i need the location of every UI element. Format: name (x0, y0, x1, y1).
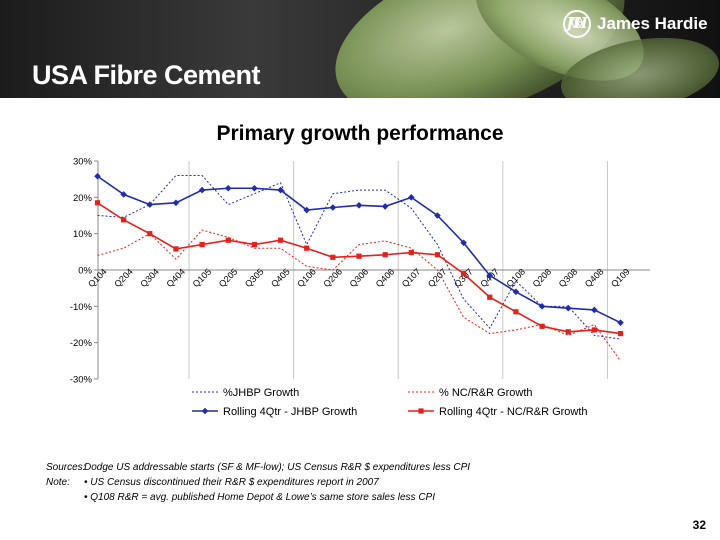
logo-mark-icon: JH ® (563, 10, 591, 38)
square-marker (513, 309, 519, 315)
note-line-2: • Q108 R&R = avg. published Home Depot &… (46, 490, 470, 505)
note-line-1: Note: • US Census discontinued their R&R … (46, 475, 470, 490)
diamond-marker (355, 202, 363, 209)
square-marker (304, 245, 310, 251)
note-text-1: • US Census discontinued their R&R $ exp… (84, 477, 379, 488)
diamond-marker (617, 319, 624, 326)
square-marker (565, 329, 571, 335)
y-tick-label: -10% (70, 302, 93, 313)
diamond-marker (277, 186, 284, 194)
y-tick-label: 30% (73, 157, 93, 168)
square-marker (487, 294, 493, 300)
diamond-marker (434, 212, 441, 219)
y-tick-label: -30% (70, 375, 93, 386)
diamond-marker (146, 201, 154, 208)
series-line (97, 202, 621, 335)
header-banner: USA Fibre Cement JH ® James Hardie (0, 0, 720, 98)
logo-text: James Hardie (597, 14, 708, 33)
square-marker (356, 253, 362, 259)
sources-text: Dodge US addressable starts (SF & MF-low… (84, 462, 471, 473)
series-line (97, 229, 621, 362)
square-marker (199, 241, 205, 248)
sources-line: Sources:Dodge US addressable starts (SF … (46, 460, 470, 475)
square-marker (591, 327, 597, 333)
diamond-marker (172, 199, 180, 207)
chart-title: Primary growth performance (216, 122, 504, 145)
square-marker (277, 237, 284, 243)
square-marker (434, 252, 441, 258)
diamond-marker (381, 203, 389, 210)
diamond-marker (251, 184, 258, 192)
diamond-marker (538, 303, 546, 310)
sources-notes: Sources:Dodge US addressable starts (SF … (46, 460, 470, 505)
diamond-marker (486, 272, 494, 279)
y-tick-label: -20% (70, 338, 93, 349)
square-marker (121, 217, 127, 223)
diamond-marker (224, 184, 232, 192)
page-title: USA Fibre Cement (32, 60, 261, 90)
diamond-marker (408, 194, 415, 201)
diamond-marker (120, 191, 127, 198)
square-marker (147, 231, 153, 237)
legend-label: Rolling 4Qtr - JHBP Growth (223, 406, 357, 418)
diamond-marker (303, 206, 310, 214)
square-marker (251, 241, 257, 248)
square-marker (330, 254, 336, 260)
square-marker (461, 271, 467, 277)
y-tick-label: 10% (73, 229, 93, 240)
diamond-marker (564, 304, 572, 312)
sources-label: Sources: (46, 462, 86, 473)
square-marker (408, 249, 414, 256)
diamond-marker (329, 204, 337, 211)
legend-marker (418, 408, 424, 414)
company-logo: JH ® James Hardie (563, 7, 708, 41)
page-number: 32 (692, 518, 706, 532)
legend-label: Rolling 4Qtr - NC/R&R Growth (439, 406, 588, 418)
square-marker (382, 252, 388, 258)
square-marker (173, 246, 179, 252)
registered-mark: ® (569, 14, 585, 32)
note-text-2: • Q108 R&R = avg. published Home Depot &… (84, 492, 435, 503)
diamond-marker (512, 288, 520, 296)
y-tick-label: 0% (78, 266, 92, 277)
legend-marker (201, 407, 209, 415)
diamond-marker (198, 186, 206, 194)
y-tick-label: 20% (73, 193, 93, 204)
legend-label: % NC/R&R Growth (439, 387, 533, 399)
diamond-marker (591, 306, 598, 314)
diamond-marker (94, 172, 101, 180)
note-label: Note: (46, 477, 70, 488)
square-marker (94, 200, 101, 206)
square-marker (225, 237, 231, 243)
square-marker (539, 323, 545, 329)
square-marker (617, 330, 624, 337)
legend-label: %JHBP Growth (223, 387, 299, 399)
diamond-marker (460, 239, 467, 247)
logo-mark-text: JH (566, 14, 588, 32)
